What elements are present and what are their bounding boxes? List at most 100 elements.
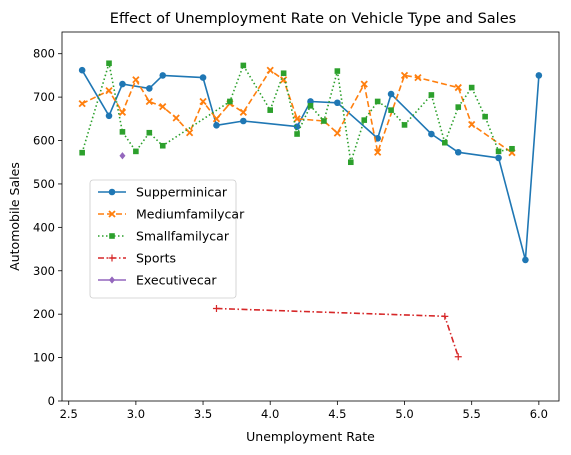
legend-marker bbox=[108, 254, 116, 262]
data-point bbox=[212, 305, 220, 313]
data-point bbox=[266, 66, 274, 74]
data-point bbox=[454, 83, 462, 92]
data-point bbox=[455, 104, 462, 110]
data-point bbox=[146, 85, 153, 92]
y-tick-label: 700 bbox=[33, 90, 55, 104]
data-point bbox=[334, 99, 341, 107]
data-point bbox=[119, 80, 126, 88]
data-point bbox=[293, 123, 301, 130]
data-point bbox=[428, 92, 435, 98]
legend-item: Sports bbox=[98, 251, 176, 266]
legend-label: Executivecar bbox=[136, 273, 217, 288]
data-point bbox=[454, 148, 462, 156]
data-point bbox=[185, 129, 194, 137]
legend-frame bbox=[89, 179, 237, 299]
data-point bbox=[240, 62, 247, 69]
data-point bbox=[199, 74, 207, 81]
data-point bbox=[118, 108, 127, 116]
data-point bbox=[388, 107, 394, 113]
data-point bbox=[333, 129, 342, 137]
data-point bbox=[535, 72, 543, 79]
chart-title: Effect of Unemployment Rate on Vehicle T… bbox=[110, 11, 516, 27]
data-point bbox=[387, 90, 395, 98]
data-point bbox=[374, 148, 382, 156]
data-point bbox=[79, 149, 85, 156]
x-axis-label: Unemployment Rate bbox=[246, 429, 375, 444]
data-point bbox=[293, 115, 301, 123]
y-tick-label: 100 bbox=[33, 351, 55, 365]
data-point bbox=[428, 130, 435, 138]
data-point bbox=[495, 148, 502, 155]
legend-marker bbox=[108, 210, 116, 218]
data-point bbox=[334, 68, 341, 74]
data-point bbox=[227, 98, 233, 105]
data-point bbox=[78, 99, 86, 108]
data-point bbox=[294, 131, 300, 137]
data-point bbox=[146, 129, 153, 136]
series-supperminicar bbox=[78, 66, 543, 264]
x-tick-label: 4.0 bbox=[261, 407, 279, 421]
series-line bbox=[81, 69, 513, 154]
series-line bbox=[216, 307, 460, 357]
data-point bbox=[307, 103, 314, 109]
series-smallfamilycar bbox=[79, 60, 515, 166]
plot-area bbox=[78, 60, 543, 361]
legend-label: Supperminicar bbox=[136, 185, 228, 200]
legend-marker bbox=[109, 233, 115, 239]
data-point bbox=[279, 76, 288, 84]
y-tick-label: 800 bbox=[33, 47, 55, 61]
x-tick-label: 3.5 bbox=[194, 407, 212, 421]
legend-item: Executivecar bbox=[98, 273, 217, 288]
data-point bbox=[240, 117, 247, 125]
legend-marker bbox=[109, 276, 115, 284]
data-point bbox=[495, 154, 502, 162]
data-point bbox=[401, 122, 408, 128]
x-tick-label: 3.0 bbox=[127, 407, 145, 421]
data-point bbox=[199, 97, 207, 106]
series-executivecar bbox=[119, 152, 126, 160]
data-point bbox=[468, 84, 475, 91]
data-point bbox=[347, 159, 354, 166]
x-tick-label: 5.0 bbox=[395, 407, 413, 421]
series-mediumfamilycar bbox=[78, 66, 516, 157]
data-point bbox=[159, 72, 167, 79]
y-axis: 0 100 200 300 400 500 600 700 800 bbox=[33, 47, 62, 408]
x-axis: 2.5 3.0 3.5 4.0 4.5 5.0 5.5 6.0 bbox=[60, 401, 548, 421]
data-point bbox=[78, 66, 86, 74]
data-point bbox=[239, 108, 247, 116]
data-point bbox=[212, 115, 221, 123]
legend-item: Mediumfamilycar bbox=[98, 207, 245, 222]
data-point bbox=[159, 142, 166, 149]
data-point bbox=[442, 139, 448, 146]
data-point bbox=[361, 117, 368, 123]
legend-item: Supperminicar bbox=[98, 185, 228, 200]
y-axis-label: Automobile Sales bbox=[7, 162, 22, 271]
x-tick-label: 6.0 bbox=[530, 407, 548, 421]
data-point bbox=[482, 113, 488, 120]
x-tick-label: 5.5 bbox=[463, 407, 481, 421]
legend-label: Sports bbox=[136, 251, 176, 266]
data-point bbox=[267, 107, 274, 113]
y-tick-label: 300 bbox=[33, 264, 55, 278]
data-point bbox=[441, 312, 449, 320]
data-point bbox=[468, 120, 476, 129]
data-point bbox=[105, 112, 113, 120]
legend-label: Mediumfamilycar bbox=[136, 207, 245, 222]
series-line bbox=[81, 62, 513, 163]
data-point bbox=[509, 145, 515, 152]
y-tick-label: 400 bbox=[33, 220, 55, 234]
data-point bbox=[106, 60, 112, 67]
data-point bbox=[172, 114, 180, 122]
data-point bbox=[280, 70, 287, 77]
legend-label: Smallfamilycar bbox=[136, 229, 230, 244]
data-point bbox=[454, 353, 462, 361]
data-point bbox=[132, 76, 140, 84]
data-point bbox=[414, 73, 422, 82]
y-tick-label: 0 bbox=[48, 394, 55, 408]
data-point bbox=[133, 148, 139, 155]
data-point bbox=[321, 118, 327, 124]
y-tick-label: 600 bbox=[33, 134, 55, 148]
data-point bbox=[360, 80, 368, 88]
data-point bbox=[119, 152, 126, 160]
